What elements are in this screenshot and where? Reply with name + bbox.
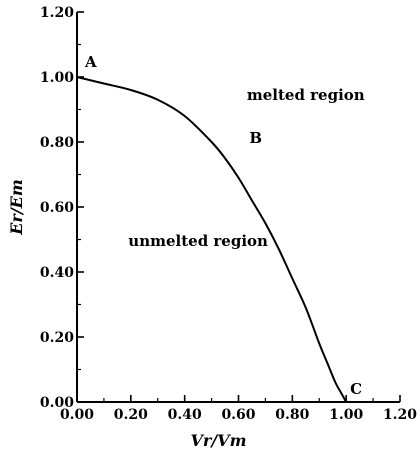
y-tick-label: 0.60	[40, 200, 74, 216]
point-label-c: C	[350, 380, 362, 398]
point-label-a: A	[84, 53, 97, 71]
series	[76, 76, 348, 403]
y-tick-label: 0.00	[40, 395, 74, 411]
x-axis-label: Vr/Vm	[190, 431, 246, 450]
x-tick-label: 0.00	[60, 407, 94, 423]
axes	[76, 12, 400, 403]
y-tick-label: 0.80	[40, 135, 74, 151]
point-label-b: B	[249, 129, 262, 147]
x-tick-label: 1.20	[383, 407, 417, 423]
x-tick-label: 0.60	[221, 407, 255, 423]
region-annotation-1: unmelted region	[128, 232, 268, 250]
x-tick-label: 0.20	[114, 407, 148, 423]
y-tick-label: 1.20	[40, 5, 74, 21]
region-annotation-0: melted region	[247, 86, 365, 104]
x-tick-label: 0.80	[275, 407, 309, 423]
series-line-0	[76, 76, 348, 403]
x-tick-label: 1.00	[329, 407, 363, 423]
y-tick-label: 1.00	[40, 70, 74, 86]
x-tick-label: 0.40	[168, 407, 202, 423]
y-tick-label: 0.20	[40, 330, 74, 346]
y-axis-label: Er/Em	[7, 179, 26, 236]
ticks: 0.00 0.20 0.40 0.60 0.80 1.00 1.20 0.00 0.20 0.40…	[40, 5, 417, 423]
y-tick-label: 0.40	[40, 265, 74, 281]
